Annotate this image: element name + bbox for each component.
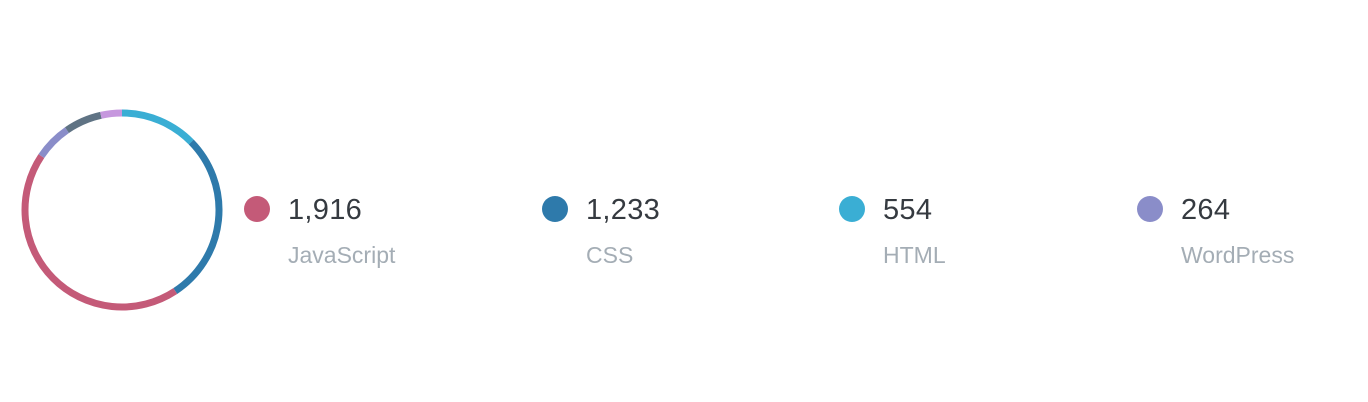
legend-label-wordpress: WordPress	[1181, 242, 1295, 268]
legend-dot-javascript	[244, 196, 270, 222]
donut-slice-css	[173, 139, 223, 294]
legend-value-html: 554	[883, 194, 933, 226]
legend-dot-html	[839, 196, 865, 222]
legend-dot-wordpress	[1137, 196, 1163, 222]
legend-value-css: 1,233	[586, 194, 661, 226]
donut-slice-html	[121, 109, 194, 145]
donut-slice-unlabeled-2	[100, 109, 123, 119]
donut-chart	[21, 109, 223, 311]
legend-label-javascript: JavaScript	[288, 242, 396, 268]
donut-slice-wordpress	[38, 127, 70, 159]
donut-slice-javascript	[21, 154, 178, 311]
legend-value-wordpress: 264	[1181, 194, 1231, 226]
legend-label-html: HTML	[883, 242, 946, 268]
legend-dot-css	[542, 196, 568, 222]
legend-label-css: CSS	[586, 242, 634, 268]
donut-slice-unlabeled-1	[64, 111, 102, 134]
legend-value-javascript: 1,916	[288, 194, 363, 226]
